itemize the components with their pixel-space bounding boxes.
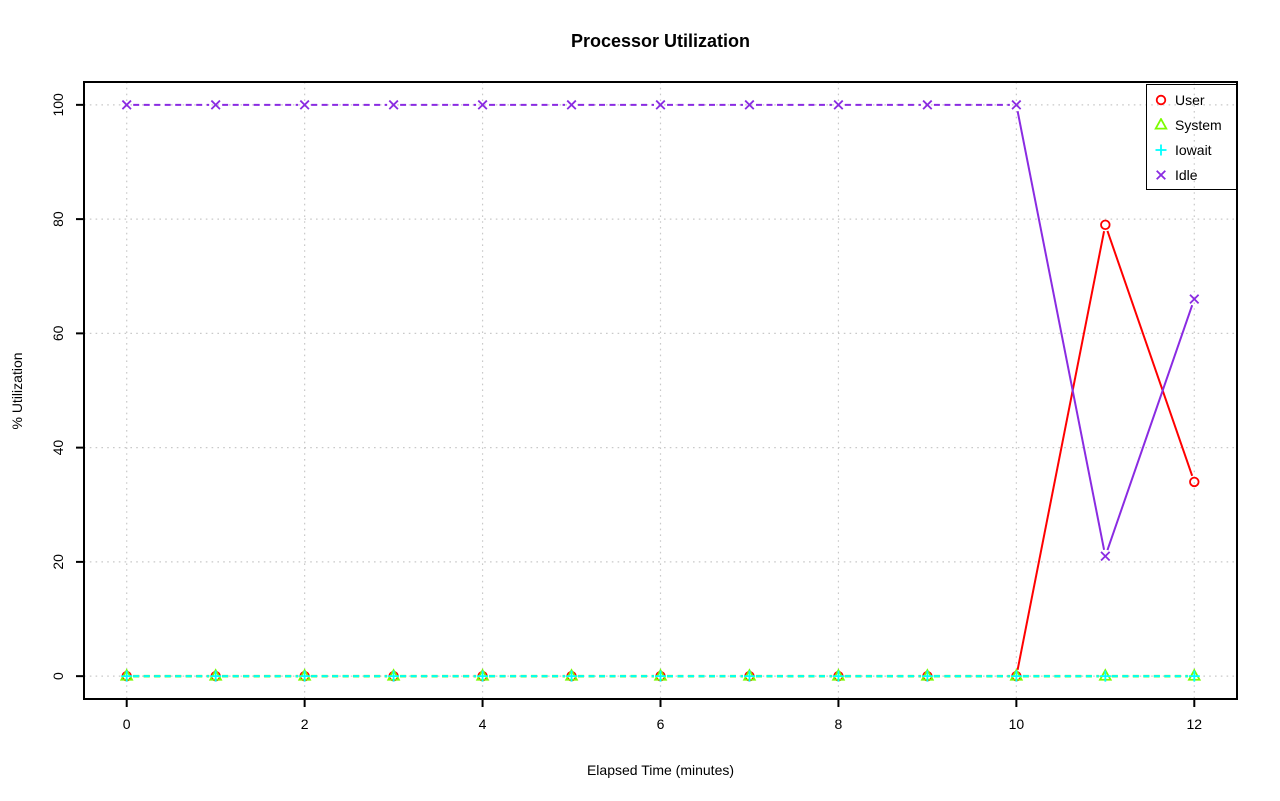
x-marker	[477, 99, 488, 110]
x-tick-label: 2	[301, 716, 309, 732]
legend-item-system: System	[1154, 113, 1236, 137]
x-marker	[655, 99, 666, 110]
segment-idle	[1016, 111, 1106, 550]
legend-label: Iowait	[1175, 141, 1212, 158]
legend-box: User System Iowait Idle	[1146, 84, 1237, 190]
x-marker	[299, 99, 310, 110]
plus-marker	[1010, 670, 1022, 682]
x-tick-label: 8	[835, 716, 843, 732]
circle-marker	[1155, 94, 1167, 105]
x-marker	[210, 99, 221, 110]
x-marker	[1156, 169, 1166, 180]
plus-marker	[832, 670, 844, 682]
plus-marker	[655, 670, 666, 682]
plus-marker	[121, 670, 133, 682]
x-marker	[1100, 551, 1111, 562]
x-marker	[388, 99, 399, 110]
iowait-marker-icon	[1155, 144, 1167, 155]
x-tick-label: 0	[123, 716, 131, 732]
x-tick-label: 6	[657, 716, 665, 732]
plus-marker	[743, 670, 755, 682]
legend-label: User	[1175, 91, 1205, 108]
plus-marker	[477, 670, 489, 682]
legend-label: Idle	[1175, 166, 1198, 183]
segment-user	[1016, 231, 1106, 670]
series-user	[121, 219, 1200, 682]
gridlines	[84, 82, 1237, 699]
y-tick-label: 80	[50, 211, 66, 227]
plus-marker	[388, 670, 400, 682]
x-marker	[1011, 99, 1022, 110]
plus-marker	[566, 670, 578, 682]
plus-marker	[1099, 670, 1111, 682]
y-axis-label: % Utilization	[9, 352, 25, 430]
y-tick-label: 0	[50, 672, 66, 680]
triangle-marker	[1154, 117, 1168, 129]
series-iowait	[121, 670, 1200, 682]
legend-item-idle: Idle	[1154, 163, 1236, 187]
y-tick-label: 40	[50, 440, 66, 456]
tick-labels: 0 2 4 6 8 10 12 0 20 40 60 80 100	[50, 93, 1202, 732]
plus-marker	[299, 670, 311, 682]
segment-user	[1106, 230, 1194, 477]
system-marker-icon	[1154, 117, 1168, 129]
plus-marker	[1155, 144, 1167, 155]
y-tick-label: 20	[50, 554, 66, 570]
x-marker	[744, 99, 755, 110]
circle-marker	[1189, 476, 1200, 488]
plus-marker	[921, 670, 933, 682]
axis-ticks	[76, 103, 1196, 707]
y-tick-label: 60	[50, 325, 66, 341]
circle-marker	[1100, 219, 1111, 231]
x-tick-label: 12	[1187, 716, 1203, 732]
plus-marker	[1188, 670, 1200, 682]
x-marker	[833, 99, 844, 110]
x-axis-label: Elapsed Time (minutes)	[586, 762, 735, 778]
segment-idle	[1106, 304, 1194, 551]
x-marker	[566, 99, 577, 110]
x-tick-label: 4	[479, 716, 487, 732]
x-marker	[121, 99, 132, 110]
x-marker	[922, 99, 933, 110]
legend-item-user: User	[1154, 88, 1236, 112]
series-idle	[121, 99, 1200, 562]
plus-marker	[210, 670, 222, 682]
legend-item-iowait: Iowait	[1154, 138, 1236, 162]
y-tick-label: 100	[50, 93, 66, 117]
legend-label: System	[1175, 116, 1222, 133]
chart-title: Processor Utilization	[570, 31, 751, 51]
idle-marker-icon	[1156, 169, 1166, 180]
x-tick-label: 10	[1009, 716, 1025, 732]
user-marker-icon	[1155, 94, 1167, 105]
x-marker	[1189, 294, 1200, 305]
